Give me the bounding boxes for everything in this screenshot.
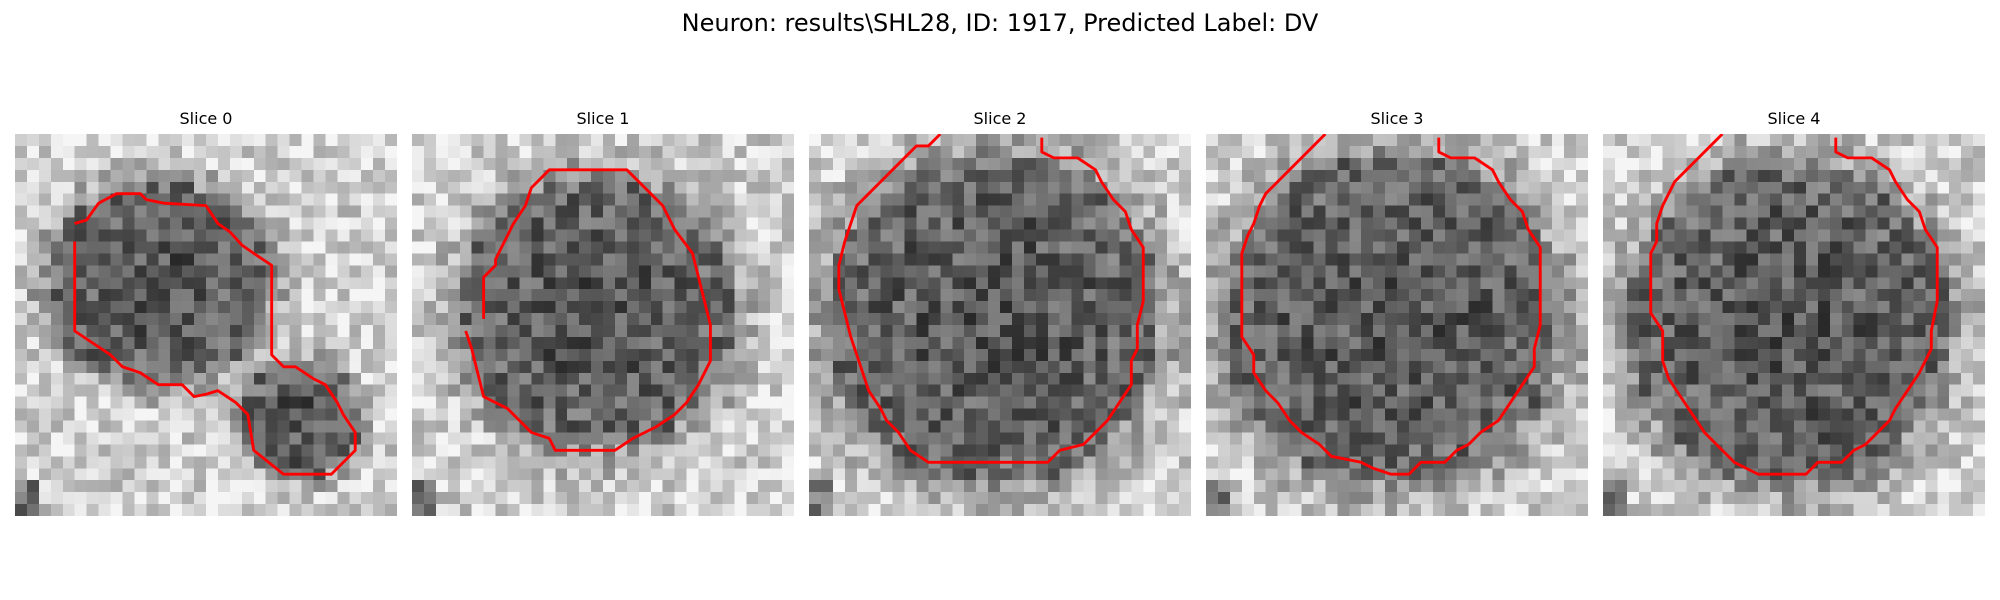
contour-1 — [464, 168, 712, 452]
slice-image-4 — [1603, 134, 1985, 516]
slice-title-3: Slice 3 — [1370, 109, 1424, 128]
slice-image-2 — [809, 134, 1191, 516]
slice-title-4: Slice 4 — [1767, 109, 1821, 128]
contour-4 — [1649, 134, 1939, 476]
slice-image-1 — [412, 134, 794, 516]
slice-title-0: Slice 0 — [179, 109, 233, 128]
slice-title-2: Slice 2 — [973, 109, 1027, 128]
contour-2 — [837, 134, 1145, 464]
slice-title-1: Slice 1 — [576, 109, 630, 128]
figure-title: Neuron: results\SHL28, ID: 1917, Predict… — [681, 9, 1319, 37]
slice-image-3 — [1206, 134, 1588, 516]
contour-0 — [73, 192, 357, 476]
contour-3 — [1240, 134, 1542, 476]
slice-image-0 — [15, 134, 397, 516]
